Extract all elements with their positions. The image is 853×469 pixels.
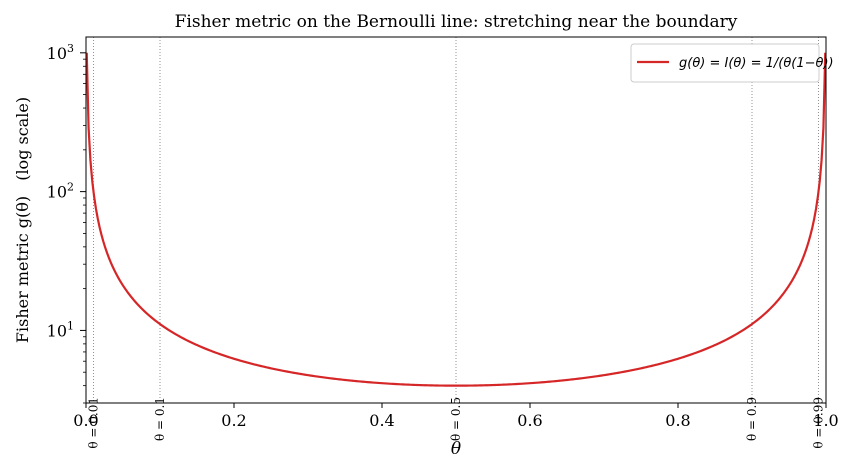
y-tick-label: 102 (47, 181, 74, 202)
reference-line-labels: θ = 0.01 θ = 0.1 θ = 0.5 θ = 0.9 θ = 0.99 (86, 397, 825, 449)
y-tick-label: 101 (47, 319, 74, 340)
reference-lines (93, 37, 819, 403)
y-axis-label-group: Fisher metric g(θ) (log scale) (13, 97, 32, 343)
series-line (85, 52, 827, 387)
y-tick-base: 10 (47, 321, 67, 340)
svg-text:Fisher metric g(θ) (log: Fisher metric g(θ) (log scale) (13, 97, 32, 343)
y-tick-exponent: 2 (67, 181, 74, 194)
x-tick-label: 0.2 (221, 411, 246, 430)
x-tick-label: 0.8 (665, 411, 690, 430)
legend-box (630, 43, 820, 83)
y-tick-label: 103 (47, 42, 74, 63)
x-tick-label: 0.0 (73, 411, 98, 430)
plot-frame (85, 36, 827, 404)
reference-line-label: θ = 0.01 (86, 397, 100, 449)
y-axis-label-suffix: (log scale) (13, 97, 32, 181)
x-axis-label: θ (451, 439, 461, 459)
y-tick-exponent: 3 (67, 42, 74, 55)
y-tick-exponent: 1 (67, 319, 74, 332)
reference-line-label: θ = 0.5 (449, 397, 463, 441)
series-group (85, 52, 827, 387)
legend: g(θ) = I(θ) = 1/(θ(1−θ)) (630, 43, 834, 83)
reference-line-label: θ = 0.99 (812, 397, 826, 449)
legend-label: g(θ) = I(θ) = 1/(θ(1−θ)) (679, 56, 834, 71)
x-tick-label: 1.0 (813, 411, 838, 430)
reference-line-label: θ = 0.9 (745, 397, 759, 441)
chart-title: Fisher metric on the Bernoulli line: str… (175, 12, 738, 32)
y-axis-label: Fisher metric g(θ) (13, 196, 32, 343)
x-tick-label: 0.6 (517, 411, 542, 430)
x-axis: 0.0 0.2 0.4 0.6 0.8 1.0 (73, 403, 839, 430)
y-tick-base: 10 (47, 44, 67, 63)
x-tick-label: 0.4 (369, 411, 394, 430)
reference-line-label: θ = 0.1 (153, 397, 167, 441)
y-tick-base: 10 (47, 183, 67, 202)
